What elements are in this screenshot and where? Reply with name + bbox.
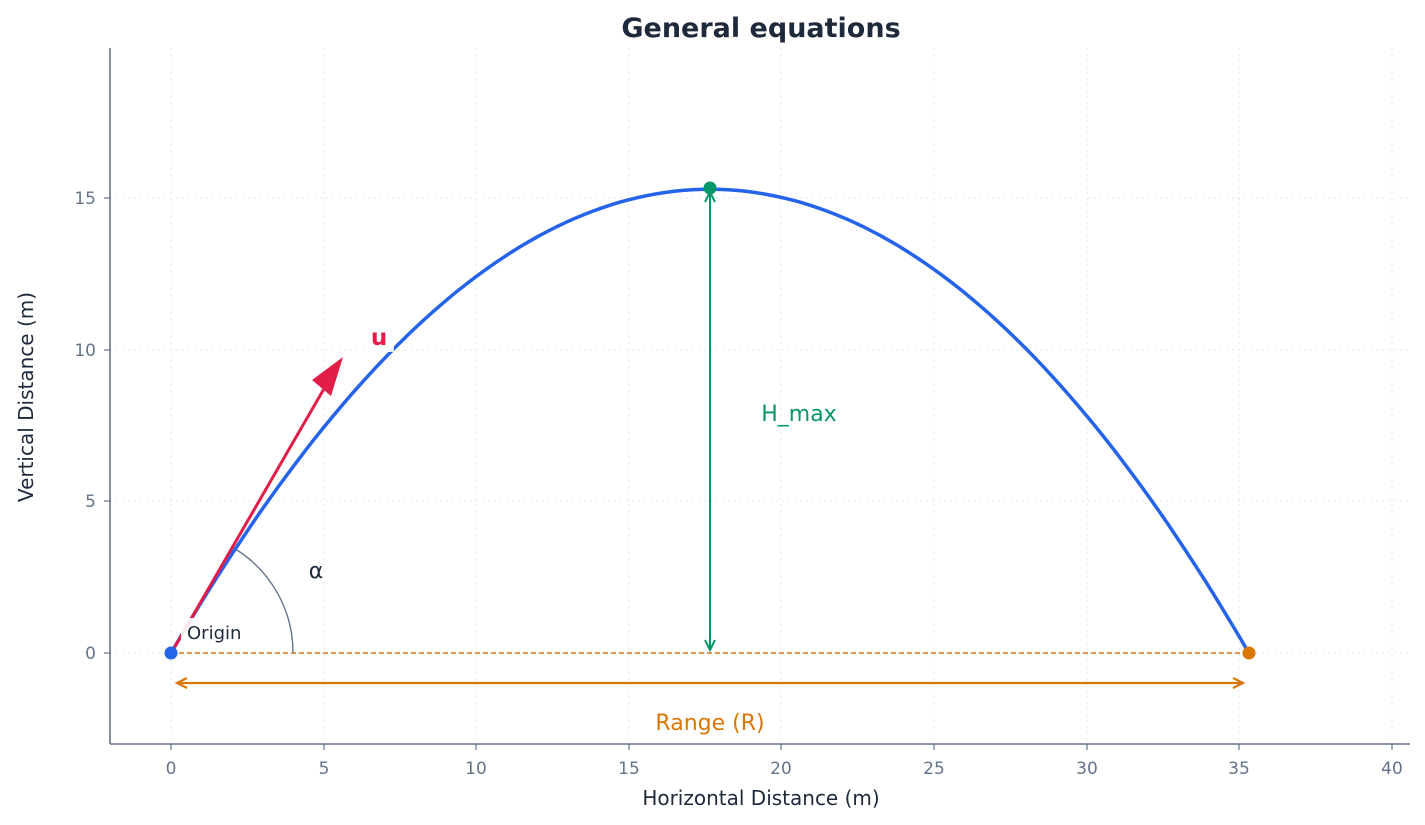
x-ticks xyxy=(170,744,1393,750)
velocity-label: u xyxy=(371,325,387,351)
x-tick-label: 30 xyxy=(1076,759,1098,779)
x-tick-label: 35 xyxy=(1228,759,1250,779)
origin-point xyxy=(164,646,178,660)
x-tick-label: 20 xyxy=(770,759,792,779)
arrowhead-icon xyxy=(312,357,343,396)
hmax-label: H_max xyxy=(761,402,836,427)
x-tick-label: 10 xyxy=(465,759,487,779)
x-tick-labels: 0 5 10 15 20 25 30 35 40 xyxy=(166,759,1403,779)
x-tick-label: 40 xyxy=(1381,759,1403,779)
y-tick-label: 10 xyxy=(74,341,96,361)
y-axis-label: Vertical Distance (m) xyxy=(14,292,38,502)
velocity-vector xyxy=(171,357,343,651)
angle-label: α xyxy=(309,559,324,584)
y-tick-labels: 0 5 10 15 xyxy=(74,189,96,664)
y-tick-label: 15 xyxy=(74,189,96,209)
x-tick-label: 5 xyxy=(319,759,330,779)
grid xyxy=(110,48,1410,744)
apex-point xyxy=(703,181,717,195)
y-tick-label: 5 xyxy=(85,492,96,512)
x-tick-label: 15 xyxy=(618,759,640,779)
range-label: Range (R) xyxy=(655,711,764,736)
origin-label: Origin xyxy=(187,623,241,644)
y-tick-label: 0 xyxy=(85,644,96,664)
chart-title: General equations xyxy=(621,13,900,44)
x-tick-label: 0 xyxy=(166,759,177,779)
y-ticks xyxy=(104,197,110,654)
x-axis-label: Horizontal Distance (m) xyxy=(642,786,879,810)
hmax-arrow xyxy=(704,189,716,653)
angle-arc xyxy=(231,546,294,654)
range-arrow xyxy=(174,677,1246,689)
landing-point xyxy=(1242,646,1256,660)
x-tick-label: 25 xyxy=(923,759,945,779)
